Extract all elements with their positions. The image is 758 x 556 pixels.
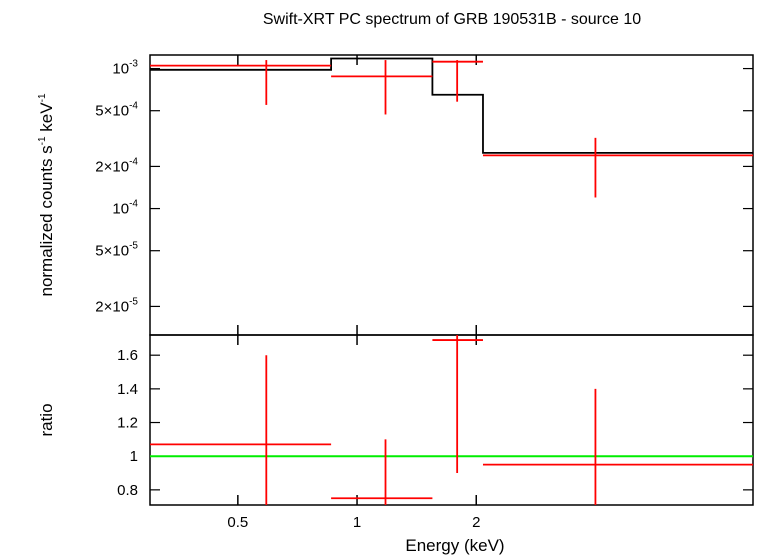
tick-mantissa: 2×10 bbox=[95, 298, 129, 315]
x-tick-label: 1 bbox=[353, 514, 361, 531]
top-y-label-exp2: -1 bbox=[37, 93, 48, 102]
bottom-y-tick-label: 0.8 bbox=[117, 482, 138, 499]
bottom-y-tick-label: 1.2 bbox=[117, 415, 138, 432]
bottom-y-tick-label: 1 bbox=[130, 448, 138, 465]
model-step-path bbox=[150, 57, 753, 154]
tick-mantissa: 5×10 bbox=[95, 103, 129, 120]
top-y-tick-label: 2×10-5 bbox=[95, 296, 138, 315]
bottom-panel-y-ticks: 0.8 1 1.2 1.4 1.6 bbox=[117, 347, 753, 499]
top-y-tick-label: 10-3 bbox=[112, 59, 138, 78]
tick-mantissa: 10 bbox=[112, 61, 129, 78]
top-y-label-main: normalized counts s bbox=[37, 145, 56, 296]
tick-exponent: -4 bbox=[129, 101, 138, 112]
tick-mantissa: 5×10 bbox=[95, 243, 129, 260]
x-tick-label: 2 bbox=[472, 514, 480, 531]
chart-title: Swift-XRT PC spectrum of GRB 190531B - s… bbox=[263, 11, 641, 28]
bottom-y-axis-label: ratio bbox=[37, 403, 56, 436]
bottom-y-tick-label: 1.4 bbox=[117, 381, 138, 398]
top-panel-frame bbox=[149, 54, 754, 336]
tick-exponent: -4 bbox=[129, 156, 138, 167]
tick-exponent: -5 bbox=[129, 296, 138, 307]
tick-exponent: -4 bbox=[129, 199, 138, 210]
top-y-label-mid: keV bbox=[37, 102, 56, 137]
bottom-panel-data-points bbox=[150, 335, 753, 505]
x-axis-ticks: 0.5 1 2 bbox=[227, 55, 480, 531]
tick-mantissa: 10 bbox=[112, 201, 129, 218]
top-panel-y-ticks: 10-35×10-42×10-410-45×10-52×10-5 bbox=[95, 59, 753, 315]
top-y-tick-label: 5×10-5 bbox=[95, 241, 138, 260]
top-y-tick-label: 10-4 bbox=[112, 199, 138, 218]
top-y-tick-label: 5×10-4 bbox=[95, 101, 138, 120]
tick-exponent: -5 bbox=[129, 241, 138, 252]
top-y-label-exp1: -1 bbox=[37, 136, 48, 145]
top-y-tick-label: 2×10-4 bbox=[95, 156, 138, 175]
top-y-axis-label: normalized counts s-1 keV-1 bbox=[37, 93, 56, 296]
bottom-y-tick-label: 1.6 bbox=[117, 347, 138, 364]
x-axis-label: Energy (keV) bbox=[405, 536, 504, 555]
bottom-panel-frame bbox=[149, 334, 754, 506]
tick-mantissa: 2×10 bbox=[95, 158, 129, 175]
top-panel-data-points bbox=[150, 60, 753, 198]
model-step-curve bbox=[150, 57, 753, 154]
x-tick-label: 0.5 bbox=[227, 514, 248, 531]
tick-exponent: -3 bbox=[129, 59, 138, 70]
